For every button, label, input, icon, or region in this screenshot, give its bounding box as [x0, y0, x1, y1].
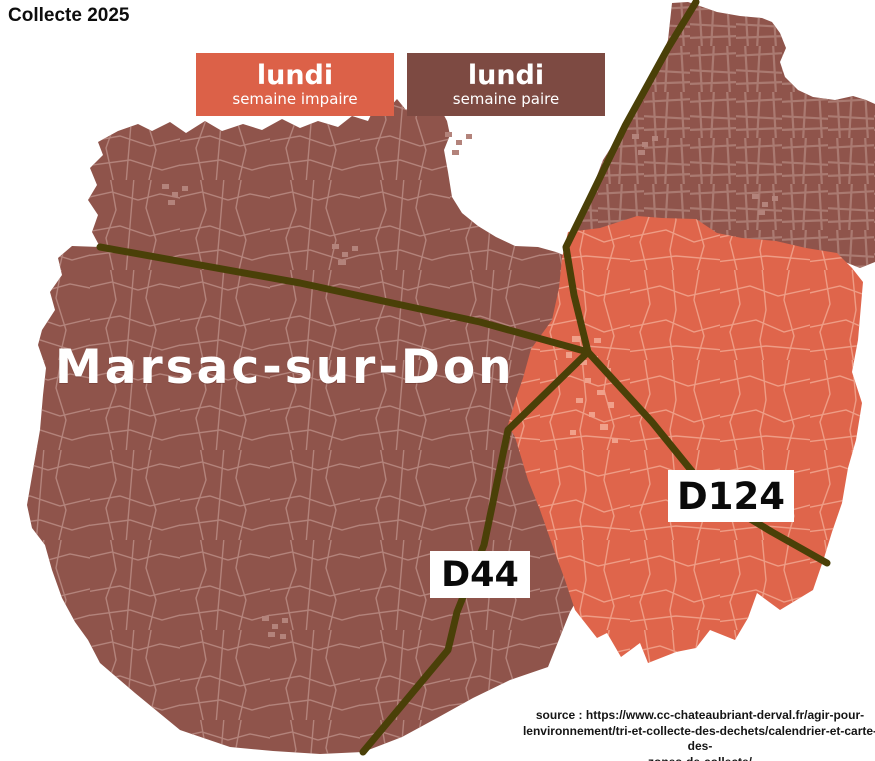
legend: lundi semaine impaire lundi semaine pair…	[196, 53, 605, 116]
road-west-line	[96, 243, 592, 356]
road-badge-d44: D44	[430, 551, 530, 598]
page-title: Collecte 2025	[8, 5, 130, 26]
source-line-2: lenvironnement/tri-et-collecte-des-deche…	[522, 723, 875, 754]
legend-item-impaire: lundi semaine impaire	[196, 53, 394, 116]
legend-paire-week: semaine paire	[452, 89, 560, 108]
source-line-3: zones-de-collecte/	[520, 755, 875, 761]
road-badge-d124: D124	[668, 470, 794, 522]
zone-semaine-paire-northeast	[568, 2, 875, 268]
source-note: source : https://www.cc-chateaubriant-de…	[520, 708, 875, 761]
zone-semaine-impaire	[508, 216, 863, 663]
hamlet-clusters	[162, 132, 778, 639]
commune-label: Marsac-sur-Don	[55, 340, 515, 395]
legend-paire-day: lundi	[467, 59, 545, 91]
legend-item-paire: lundi semaine paire	[407, 53, 605, 116]
source-line-1: source : https://www.cc-chateaubriant-de…	[535, 708, 865, 722]
legend-impaire-week: semaine impaire	[232, 89, 358, 108]
legend-impaire-day: lundi	[256, 59, 334, 91]
road-north-line	[562, 0, 700, 356]
